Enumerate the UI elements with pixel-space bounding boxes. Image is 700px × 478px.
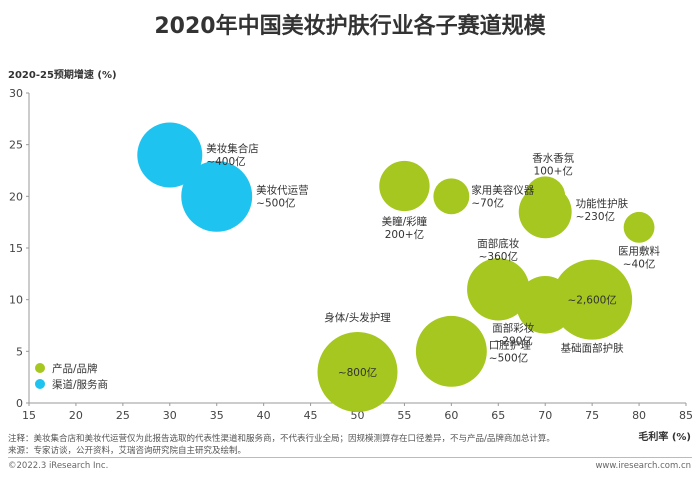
bubble-label-value: ~290亿 <box>494 335 533 348</box>
bubble-label-name: 医用敷料 <box>618 245 660 258</box>
legend-label: 渠道/服务商 <box>52 378 108 391</box>
bubble-label-name: 美妆集合店 <box>206 142 258 155</box>
x-tick-label: 85 <box>679 409 693 422</box>
x-tick-label: 45 <box>304 409 318 422</box>
bubble <box>433 178 470 215</box>
bubble-label-value: ~230亿 <box>576 210 615 223</box>
site-url: www.iresearch.com.cn <box>595 461 691 471</box>
y-tick-label: 15 <box>9 242 23 255</box>
bubble <box>467 258 530 321</box>
y-tick-label: 10 <box>9 294 23 307</box>
x-tick-label: 65 <box>491 409 505 422</box>
bubble-label-value: ~800亿 <box>338 366 377 379</box>
bubble-label-name: 面部彩妆 <box>492 322 534 335</box>
copyright: ©2022.3 iResearch Inc. <box>8 461 109 471</box>
bubble-label-name: 基础面部护肤 <box>561 342 624 355</box>
bubble <box>137 122 203 188</box>
bubbles <box>137 122 655 412</box>
legend-marker <box>35 379 45 389</box>
x-axis-label: 毛利率 (%) <box>638 432 691 443</box>
x-tick-label: 25 <box>116 409 130 422</box>
bubble-label-value: 100+亿 <box>534 164 573 177</box>
bubble <box>181 160 253 232</box>
bubble-labels: 基础面部护肤~2,600亿身体/头发护理~800亿口腔护理~500亿面部底妆~3… <box>206 142 660 379</box>
bubble-label-name: 功能性护肤 <box>576 197 629 210</box>
y-tick-label: 30 <box>9 87 23 100</box>
chart-title: 2020年中国美妆护肤行业各子赛道规模 <box>154 14 546 39</box>
bubble <box>525 176 566 217</box>
y-tick-label: 25 <box>9 139 23 152</box>
x-tick-label: 60 <box>444 409 458 422</box>
bubble-label-value: ~40亿 <box>623 258 656 271</box>
bubble-label-value: ~70亿 <box>471 196 504 209</box>
x-tick-label: 35 <box>210 409 224 422</box>
bubble-label-name: 美瞳/彩瞳 <box>382 215 428 228</box>
footer-divider <box>8 457 692 458</box>
x-tick-label: 70 <box>538 409 552 422</box>
y-axis-label: 2020-25预期增速 (%) <box>8 70 117 81</box>
bubble-label-name: 美妆代运营 <box>256 183 309 196</box>
bubble-label-value: 200+亿 <box>385 228 424 241</box>
bubble <box>516 276 575 334</box>
x-tick-label: 80 <box>632 409 646 422</box>
x-tick-label: 15 <box>22 409 36 422</box>
bubble <box>317 332 398 412</box>
bubble-label-name: 身体/头发护理 <box>324 311 391 324</box>
bubble-label-value: ~400亿 <box>206 155 245 168</box>
legend-label: 产品/品牌 <box>52 362 98 375</box>
axes: 15 20 25 30 35 40 45 50 55 60 65 70 75 80 85 0 5 10 15 20 25… <box>9 87 693 422</box>
x-tick-label: 55 <box>397 409 411 422</box>
legend-marker <box>35 363 45 373</box>
bubble-label-name: 面部底妆 <box>477 237 519 250</box>
bubble <box>415 315 487 387</box>
footnote: 注释：美妆集合店和美妆代运营仅为此报告选取的代表性渠道和服务商，不代表行业全局；… <box>8 434 555 444</box>
bubble-label-value: ~360亿 <box>479 250 518 263</box>
bubble <box>379 160 430 212</box>
bubble-label-value: ~500亿 <box>489 351 528 364</box>
bubble-label-value: ~2,600亿 <box>567 294 616 307</box>
y-tick-label: 5 <box>16 345 23 358</box>
bubble-label-value: ~500亿 <box>256 196 295 209</box>
source-note: 来源：专家访谈，公开资料，艾瑞咨询研究院自主研究及绘制。 <box>8 446 247 456</box>
bubble <box>552 259 633 340</box>
bubble-label-name: 香水香氛 <box>532 151 574 164</box>
y-tick-label: 0 <box>16 397 23 410</box>
y-tick-label: 20 <box>9 190 23 203</box>
x-tick-label: 75 <box>585 409 599 422</box>
bubble-label-name: 口腔护理 <box>489 338 531 351</box>
x-tick-label: 40 <box>257 409 271 422</box>
x-tick-label: 20 <box>69 409 83 422</box>
x-tick-label: 30 <box>163 409 177 422</box>
bubble <box>623 211 655 243</box>
bubble-label-name: 家用美容仪器 <box>471 183 534 196</box>
x-tick-label: 50 <box>351 409 365 422</box>
